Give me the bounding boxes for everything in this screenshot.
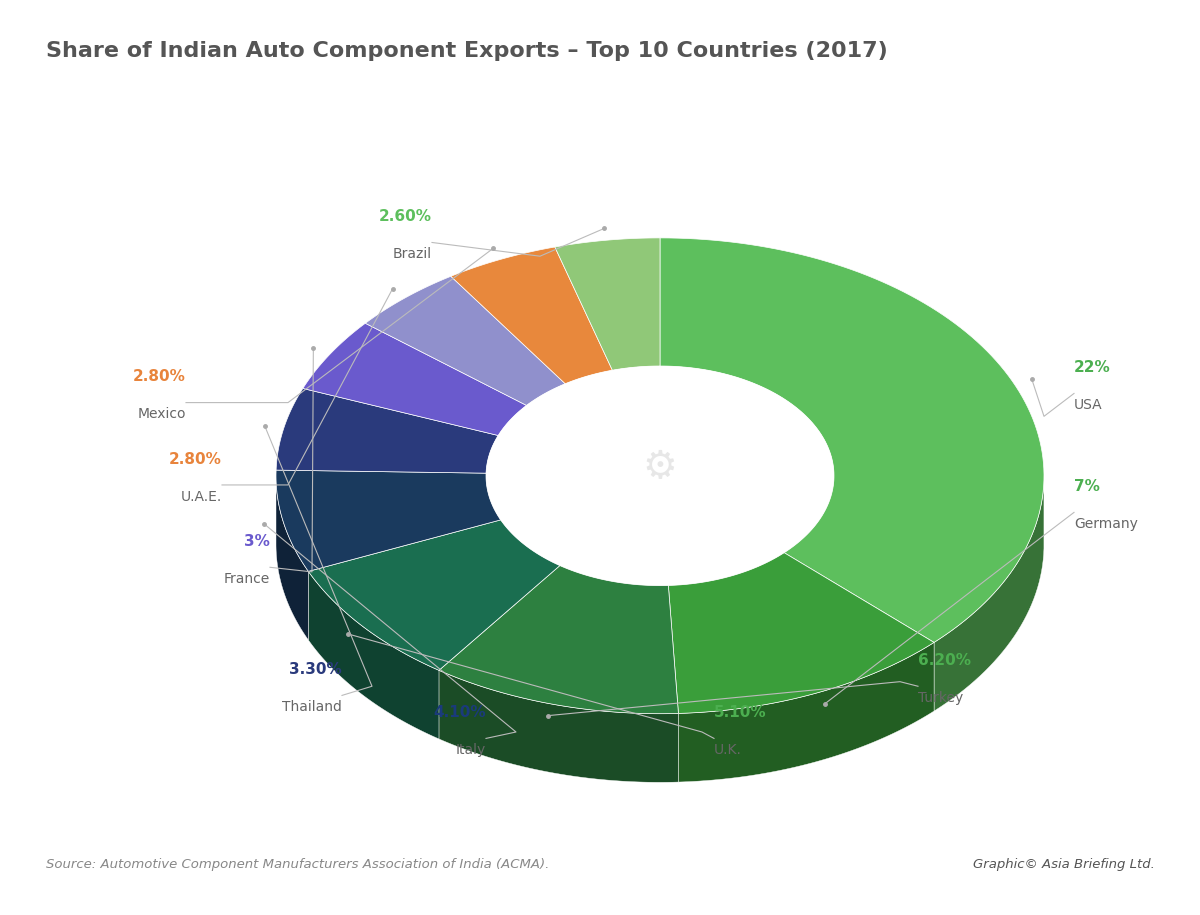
Text: 6.20%: 6.20% [918, 653, 971, 668]
Text: 2.80%: 2.80% [133, 370, 186, 384]
Text: France: France [223, 572, 270, 586]
Text: USA: USA [1074, 398, 1103, 412]
Polygon shape [276, 477, 308, 640]
Text: 3.30%: 3.30% [289, 662, 342, 677]
Polygon shape [276, 470, 500, 571]
Polygon shape [276, 389, 498, 473]
Polygon shape [784, 478, 834, 621]
Text: Share of Indian Auto Component Exports – Top 10 Countries (2017): Share of Indian Auto Component Exports –… [46, 41, 887, 61]
Polygon shape [934, 480, 1044, 711]
Text: Italy: Italy [456, 743, 486, 757]
Text: Germany: Germany [1074, 517, 1138, 531]
Text: Graphic© Asia Briefing Ltd.: Graphic© Asia Briefing Ltd. [972, 858, 1154, 871]
Text: 7%: 7% [1074, 479, 1100, 494]
Polygon shape [678, 642, 934, 782]
Text: Source: Automotive Component Manufacturers Association of India (ACMA).: Source: Automotive Component Manufacture… [46, 858, 548, 871]
Text: U.K.: U.K. [714, 743, 742, 757]
Polygon shape [486, 366, 834, 586]
Text: 2.60%: 2.60% [379, 210, 432, 224]
Text: Turkey: Turkey [918, 691, 964, 705]
Polygon shape [554, 238, 660, 371]
Text: 3%: 3% [244, 534, 270, 549]
Polygon shape [660, 238, 1044, 642]
Text: 2.80%: 2.80% [169, 452, 222, 467]
Polygon shape [486, 476, 500, 588]
Polygon shape [308, 571, 439, 739]
Polygon shape [365, 276, 565, 405]
Polygon shape [500, 520, 560, 634]
Polygon shape [439, 565, 678, 714]
Polygon shape [451, 247, 612, 383]
Text: Mexico: Mexico [138, 407, 186, 421]
Text: 22%: 22% [1074, 361, 1111, 375]
Polygon shape [668, 553, 784, 654]
Text: ⚙: ⚙ [642, 447, 678, 486]
Polygon shape [560, 565, 668, 654]
Text: Brazil: Brazil [392, 247, 432, 261]
Polygon shape [308, 520, 560, 671]
Text: Thailand: Thailand [282, 700, 342, 714]
Polygon shape [439, 671, 678, 782]
Polygon shape [668, 553, 934, 714]
Text: U.A.E.: U.A.E. [181, 490, 222, 503]
Text: 5.10%: 5.10% [714, 705, 767, 720]
Polygon shape [302, 323, 527, 436]
Text: 4.10%: 4.10% [433, 705, 486, 720]
